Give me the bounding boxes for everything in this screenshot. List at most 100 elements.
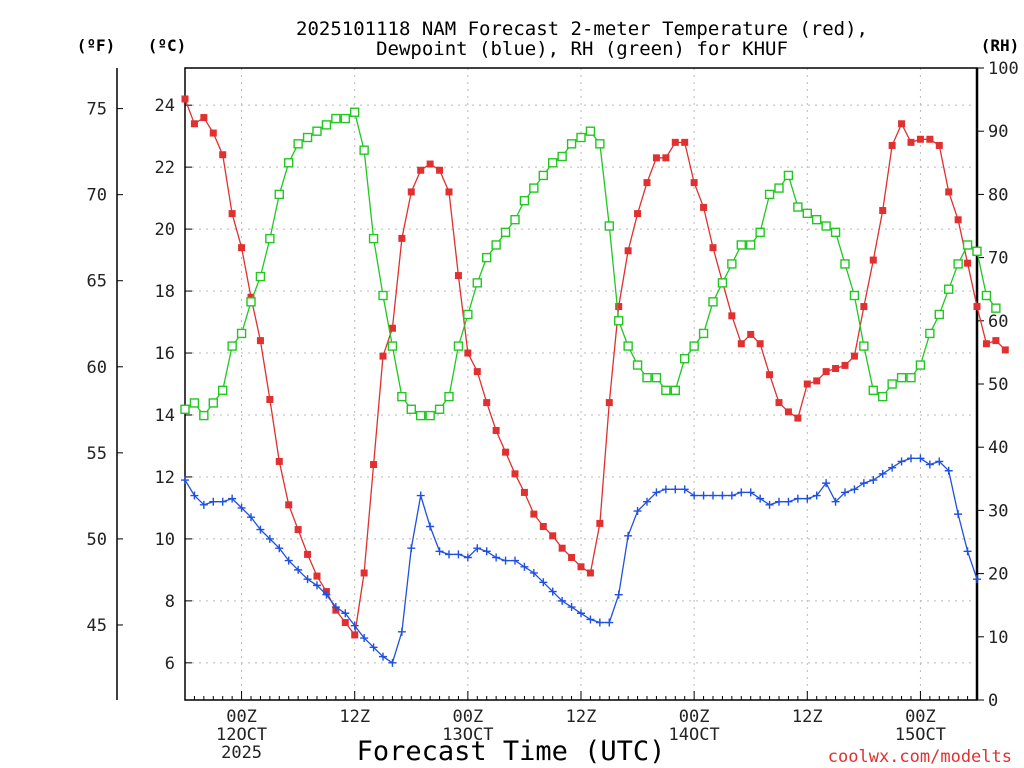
rh-point [284,158,294,168]
dewpoint-point [209,497,218,506]
dewpoint-point [322,590,331,599]
x-tick-label: 00Z [905,707,936,727]
fahrenheit-tick-label: 45 [87,616,107,636]
dewpoint-point [454,550,463,559]
rh-point [444,391,454,402]
rh-point [265,233,275,244]
temperature-point [417,166,425,174]
dewpoint-point [812,491,821,500]
temperature-point [888,141,896,149]
temperature-point [841,361,849,369]
rh-point [397,391,407,402]
rh-point [925,328,935,339]
rh-point [463,309,473,320]
rh-point [764,189,775,200]
rh-line [184,111,997,417]
temperature-point [784,408,792,416]
rh-point [859,341,869,351]
rh-tick-label: 50 [988,375,1008,395]
rh-point [293,139,303,149]
dewpoint-point [859,479,868,488]
dewpoint-point [822,479,831,488]
rh-point [623,341,633,351]
chart-title-line-2: Dewpoint (blue), RH (green) for KHUF [376,38,788,60]
rh-point [727,259,737,269]
rh-point [953,259,963,269]
rh-point [482,252,492,263]
rh-point [406,404,416,414]
rh-point [614,316,624,326]
dewpoint-point [925,460,934,469]
data-series [180,95,1009,667]
rh-point [746,240,756,250]
rh-point [255,271,266,282]
rh-point [519,196,530,206]
temperature-point [652,154,660,162]
dewpoint-point [624,531,633,540]
rh-point [453,341,464,351]
rh-tick-label: 60 [988,312,1008,332]
temperature-point [407,188,415,196]
rh-point [312,126,322,136]
dewpoint-point [341,609,350,618]
rh-tick-label: 40 [988,438,1008,458]
dewpoint-point [944,466,953,475]
rh-point [416,410,426,421]
temperature-point [558,544,566,552]
fahrenheit-tick-label: 70 [87,186,107,206]
rh-point [368,233,379,244]
temperature-point [181,95,189,103]
fahrenheit-tick-label: 55 [87,444,107,464]
rh-point [717,278,728,288]
rh-point [321,120,332,130]
rh-point [378,290,388,301]
rh-tick-label: 20 [988,565,1008,585]
dewpoint-point [511,556,519,565]
temperature-point [473,368,481,376]
temperature-point [209,129,217,137]
rh-point [274,189,284,200]
temperature-point [398,234,406,242]
rh-point [500,227,511,238]
temperature-point [643,179,651,187]
temperature-point [370,461,378,469]
rh-point [208,398,218,408]
rh-point [387,341,398,351]
celsius-tick-label: 8 [165,592,175,612]
dewpoint-point [275,544,284,553]
celsius-tick-label: 22 [155,158,175,178]
x-tick-label: 00Z [452,707,483,727]
dewpoint-point [737,488,746,497]
dewpoint-point [831,497,840,506]
dewpoint-point [416,491,425,500]
temperature-point [879,207,887,215]
dewpoint-point [746,488,755,497]
dewpoint-point [784,497,793,506]
temperature-point [747,330,755,338]
rh-point [548,158,558,168]
temperature-point [313,572,321,580]
dewpoint-point [850,485,859,494]
temperature-point [605,399,613,407]
temperature-point [568,553,576,561]
x-tick-label: 00Z [679,707,710,727]
rh-point [236,328,247,339]
chart-title: 2025101118 NAM Forecast 2-meter Temperat… [296,18,868,60]
dewpoint-point [907,454,915,463]
dewpoint-point [369,643,378,652]
dewpoint-point [973,575,981,584]
temperature-point [454,272,462,280]
temperature-point [275,457,283,465]
rh-tick-label: 90 [988,122,1008,142]
dewpoint-point [435,547,444,556]
temperature-point [916,135,924,143]
temperature-point [1001,346,1009,354]
rh-point [972,246,982,256]
rh-tick-label: 0 [988,691,998,711]
unit-label-rh: (RH) [981,36,1020,55]
rh-point [821,221,831,231]
temperature-point [700,203,708,211]
rh-tick-label: 10 [988,628,1008,648]
rh-tick-label: 70 [988,249,1008,269]
